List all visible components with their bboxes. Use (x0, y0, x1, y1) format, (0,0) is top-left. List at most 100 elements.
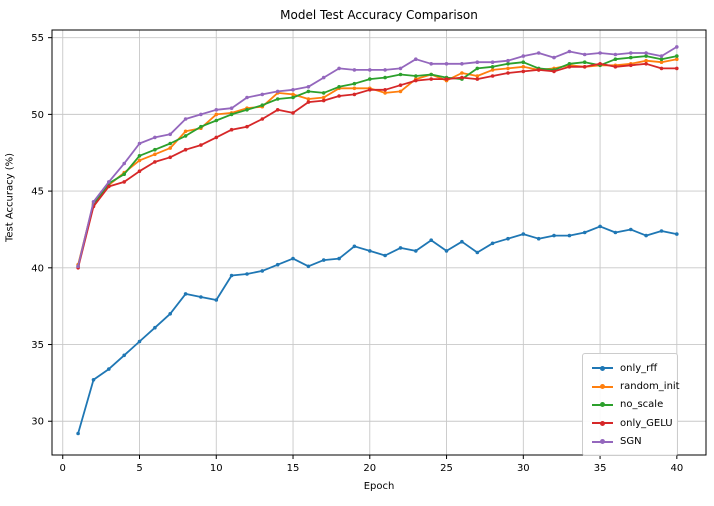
series-marker-SGN-x37 (629, 51, 633, 55)
series-marker-only_GELU-x11 (229, 127, 234, 132)
series-marker-no_scale-x17 (321, 91, 326, 95)
series-marker-no_scale-x30 (521, 60, 526, 64)
series-marker-no_scale-x37 (629, 55, 633, 60)
series-marker-only_rff-x20 (368, 249, 372, 253)
series-marker-SGN-x26 (460, 62, 464, 66)
series-marker-random_init-x21 (383, 91, 387, 95)
series-marker-SGN-x10 (214, 108, 219, 112)
legend-line-swatch-only-rff (592, 365, 613, 371)
x-tick-label-15: 15 (287, 463, 300, 474)
series-marker-SGN-x34 (582, 52, 587, 57)
series-marker-only_GELU-x6 (153, 160, 157, 164)
series-marker-no_scale-x33 (567, 62, 572, 66)
series-marker-only_rff-x40 (675, 232, 679, 236)
series-marker-random_init-x19 (352, 86, 357, 91)
series-marker-no_scale-x39 (659, 57, 664, 61)
series-marker-only_rff-x39 (659, 229, 664, 233)
series-marker-no_scale-x14 (275, 97, 280, 101)
x-tick-label-35: 35 (594, 463, 607, 474)
series-marker-SGN-x13 (260, 92, 265, 97)
series-marker-random_init-x38 (644, 58, 648, 63)
series-marker-SGN-x38 (644, 51, 648, 55)
series-marker-only_GELU-x4 (122, 180, 126, 184)
series-marker-no_scale-x24 (429, 72, 434, 77)
y-tick-label-45: 45 (31, 187, 44, 198)
series-marker-no_scale-x13 (260, 103, 265, 107)
series-marker-SGN-x21 (383, 68, 387, 72)
series-marker-only_GELU-x36 (613, 65, 618, 69)
x-axis-label: Epoch (363, 481, 395, 492)
series-marker-only_GELU-x39 (659, 66, 664, 71)
series-marker-only_GELU-x22 (398, 83, 403, 87)
series-marker-only_rff-x11 (229, 273, 234, 278)
series-marker-only_rff-x26 (460, 239, 464, 244)
legend-item-sgn: SGN (592, 433, 670, 451)
series-marker-SGN-x40 (675, 45, 679, 49)
series-marker-SGN-x12 (245, 95, 249, 100)
series-marker-only_GELU-x13 (260, 117, 265, 121)
series-marker-only_rff-x29 (506, 236, 510, 241)
series-marker-only_GELU-x29 (506, 71, 510, 75)
series-marker-SGN-x20 (368, 68, 372, 72)
series-marker-only_GELU-x40 (675, 66, 679, 71)
series-marker-only_GELU-x27 (475, 77, 480, 81)
series-marker-only_GELU-x38 (644, 62, 648, 66)
series-marker-only_rff-x3 (107, 367, 111, 371)
series-marker-only_GELU-x9 (199, 143, 203, 147)
y-tick-label-40: 40 (31, 263, 44, 274)
series-marker-only_rff-x36 (613, 230, 618, 235)
series-line-only_rff (77, 225, 677, 434)
series-marker-no_scale-x38 (644, 54, 648, 58)
series-marker-random_init-x17 (321, 95, 326, 100)
series-marker-SGN-x3 (107, 180, 111, 184)
series-marker-no_scale-x4 (122, 172, 126, 176)
series-marker-random_init-x10 (214, 112, 219, 117)
series-marker-only_rff-x25 (444, 249, 449, 253)
series-marker-only_GELU-x30 (521, 69, 526, 74)
legend: only_rff random_init no_scale only_GELU … (582, 353, 680, 456)
series-marker-only_GELU-x31 (536, 68, 541, 72)
y-tick-label-35: 35 (31, 340, 44, 351)
series-marker-SGN-x24 (429, 62, 434, 66)
series-marker-only_GELU-x3 (107, 184, 111, 189)
series-marker-only_rff-x35 (598, 224, 602, 229)
series-marker-only_rff-x19 (352, 244, 357, 249)
series-marker-only_GELU-x21 (383, 88, 387, 92)
series-marker-SGN-x28 (490, 60, 495, 64)
legend-item-only-rff: only_rff (592, 359, 670, 377)
series-marker-only_GELU-x5 (137, 169, 142, 173)
series-marker-SGN-x39 (659, 54, 664, 58)
series-line-only_GELU (77, 62, 677, 269)
axes-box (51, 29, 707, 456)
series-marker-no_scale-x34 (582, 60, 587, 64)
series-marker-only_rff-x10 (214, 298, 219, 302)
series-marker-only_rff-x13 (260, 269, 265, 273)
legend-line-swatch-no-scale (592, 402, 613, 408)
chart-title: Model Test Accuracy Comparison (280, 8, 478, 22)
series-marker-only_rff-x6 (153, 325, 157, 330)
legend-label-sgn: SGN (620, 436, 642, 448)
series-marker-only_GELU-x34 (582, 65, 587, 69)
series-marker-SGN-x8 (183, 117, 188, 121)
series-marker-SGN-x25 (444, 62, 449, 66)
series-marker-only_rff-x31 (536, 236, 541, 241)
series-marker-SGN-x18 (337, 66, 341, 71)
series-marker-random_init-x6 (153, 152, 157, 157)
series-marker-only_GELU-x8 (183, 147, 188, 152)
series-marker-only_GELU-x37 (629, 63, 633, 68)
series-marker-no_scale-x6 (153, 147, 157, 152)
series-marker-no_scale-x5 (137, 154, 142, 158)
series-marker-random_init-x28 (490, 68, 495, 72)
series-marker-only_rff-x30 (521, 232, 526, 236)
legend-line-swatch-random-init (592, 384, 613, 390)
y-tick-label-50: 50 (31, 110, 44, 121)
series-marker-only_rff-x33 (567, 233, 572, 238)
series-marker-SGN-x4 (122, 161, 126, 166)
series-marker-random_init-x8 (183, 129, 188, 134)
series-marker-no_scale-x15 (291, 95, 295, 100)
series-marker-only_rff-x8 (183, 292, 188, 296)
x-tick-label-20: 20 (363, 463, 376, 474)
series-marker-random_init-x26 (460, 71, 464, 75)
